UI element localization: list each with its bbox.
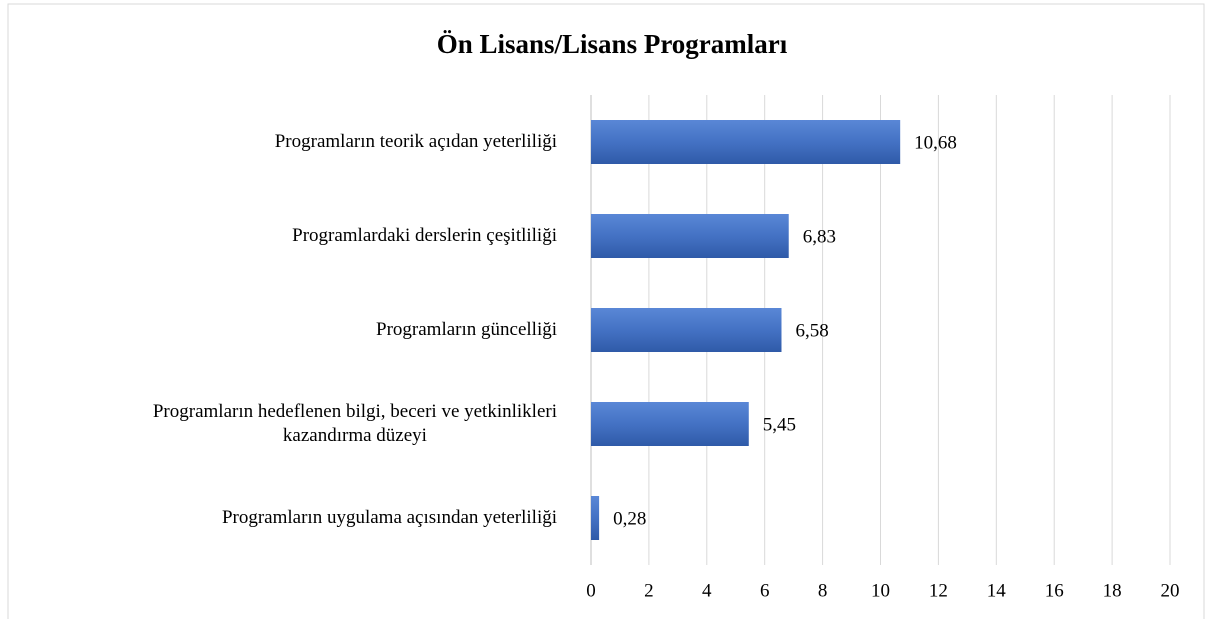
x-tick-label: 14: [987, 580, 1007, 601]
data-label: 5,45: [763, 414, 796, 435]
y-tick-label: Programların hedeflenen bilgi, beceri ve…: [152, 401, 557, 446]
data-label: 10,68: [914, 132, 957, 153]
bar: [591, 120, 901, 164]
x-tick-label: 4: [702, 580, 712, 601]
x-tick-label: 2: [644, 580, 654, 601]
y-tick-label: Programlardaki derslerin çeşitliliği: [292, 225, 557, 246]
x-tick-label: 12: [929, 580, 948, 601]
bar: [591, 308, 782, 352]
x-tick-label: 16: [1045, 580, 1064, 601]
chart-border: [7, 3, 1205, 619]
x-tick-label: 18: [1103, 580, 1122, 601]
bar: [591, 214, 789, 258]
x-tick-label: 0: [586, 580, 596, 601]
y-tick-label: Programların uygulama açısından yeterlil…: [221, 507, 557, 528]
chart-title: Ön Lisans/Lisans Programları: [437, 29, 788, 59]
x-tick-label: 8: [818, 580, 828, 601]
data-label: 6,58: [795, 320, 828, 341]
x-tick-label: 6: [760, 580, 770, 601]
y-tick-label: Programların teorik açıdan yeterliliği: [274, 131, 557, 152]
data-label: 6,83: [803, 226, 836, 247]
data-label: 0,28: [613, 508, 646, 529]
bar: [591, 402, 749, 446]
bar: [591, 496, 600, 540]
x-tick-label: 20: [1161, 580, 1180, 601]
x-tick-label: 10: [871, 580, 890, 601]
y-tick-label: Programların güncelliği: [376, 319, 557, 340]
